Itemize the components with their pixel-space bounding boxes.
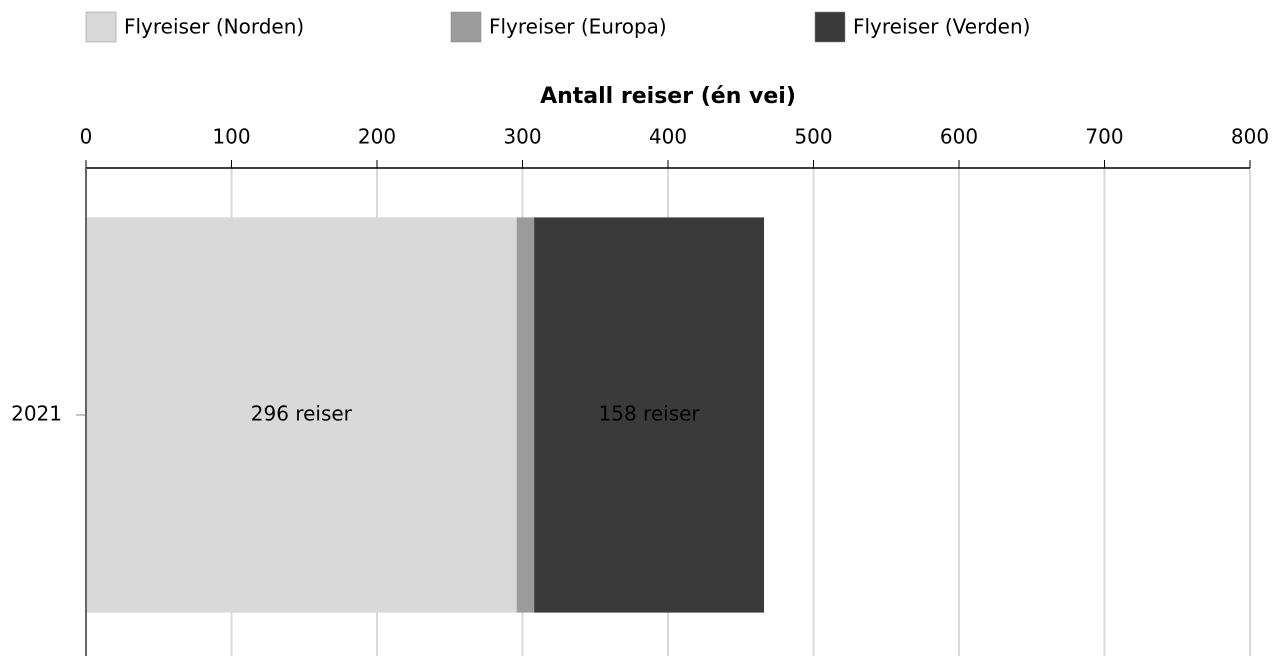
legend-label: Flyreiser (Norden) [124,15,304,39]
data-label: 158 reiser [599,402,701,426]
bar-segment [534,217,765,613]
x-tick-label: 700 [1085,125,1123,149]
x-axis-title: Antall reiser (én vei) [540,84,796,109]
x-tick-label: 0 [80,125,93,149]
x-tick-label: 200 [358,125,396,149]
bar-segment [86,217,517,613]
x-tick-label: 300 [503,125,541,149]
legend-label: Flyreiser (Verden) [853,15,1030,39]
bar-segment [516,217,535,613]
legend-swatch [450,11,482,43]
y-tick-label: 2021 [11,402,62,426]
x-tick-label: 800 [1231,125,1269,149]
x-tick-label: 500 [794,125,832,149]
legend-swatch [85,11,117,43]
data-label: 296 reiser [251,402,353,426]
legend-swatch [814,11,846,43]
x-tick-label: 600 [940,125,978,149]
x-tick-label: 400 [649,125,687,149]
x-tick-label: 100 [212,125,250,149]
legend-label: Flyreiser (Europa) [489,15,667,39]
